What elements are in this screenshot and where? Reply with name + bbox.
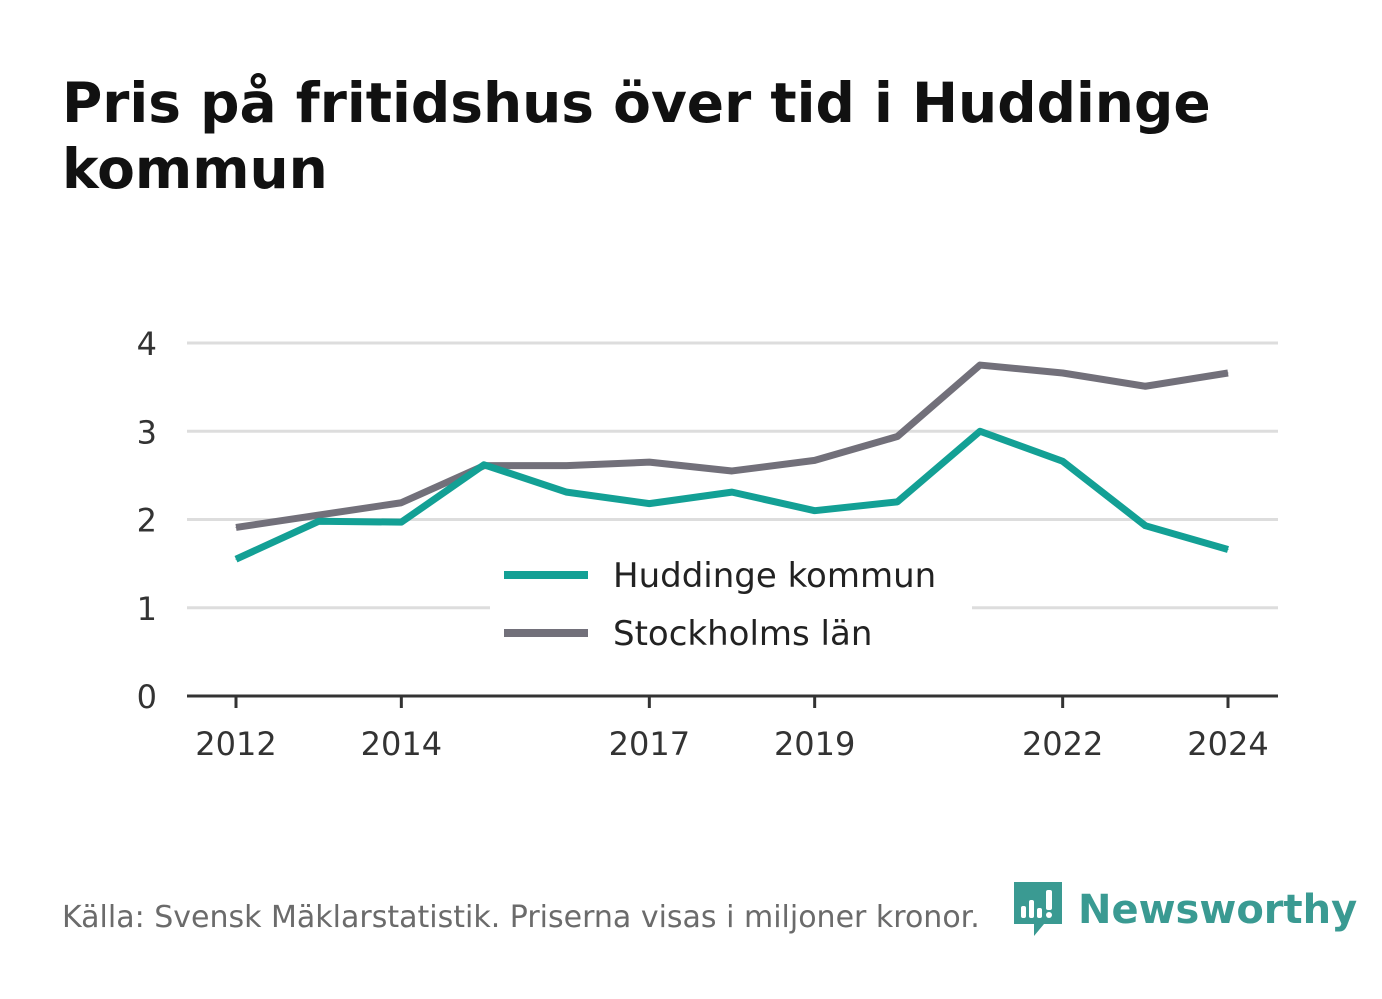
series-line-stockholm [235, 361, 1229, 531]
data-point [1062, 460, 1064, 462]
chart-title: Pris på fritidshus över tid i Huddinge k… [62, 71, 1211, 201]
data-point [1062, 372, 1064, 374]
data-point [318, 520, 320, 522]
data-point [979, 364, 981, 366]
legend-background [490, 545, 972, 663]
legend-label: Huddinge kommun [613, 556, 936, 596]
data-point [731, 470, 733, 472]
data-point [566, 465, 568, 467]
x-tick-label: 2022 [1022, 725, 1103, 763]
x-tick-label: 2024 [1187, 725, 1268, 763]
data-point [566, 491, 568, 493]
data-point [318, 514, 320, 516]
data-point [483, 464, 485, 466]
x-tick-label: 2014 [361, 725, 442, 763]
data-point [235, 526, 237, 528]
x-tick-label: 2017 [609, 725, 690, 763]
data-point [814, 459, 816, 461]
series-lines [234, 361, 1229, 563]
data-point [979, 430, 981, 432]
data-point [648, 503, 650, 505]
data-point [235, 558, 237, 560]
y-tick-label: 3 [137, 413, 157, 451]
y-tick-label: 4 [137, 325, 157, 363]
legend-label: Stockholms län [613, 614, 872, 654]
line-chart: 0 1 2 3 4 2012 2014 2017 2019 2022 2024 Huddinge … [137, 325, 1278, 763]
newsworthy-logo-icon [1014, 882, 1062, 936]
data-point [896, 436, 898, 438]
data-point [896, 501, 898, 503]
data-point [814, 510, 816, 512]
legend: Huddinge kommun Stockholms län [490, 545, 972, 663]
brand-name: Newsworthy [1078, 887, 1358, 933]
y-tick-label: 1 [137, 590, 157, 628]
series-points [235, 430, 1229, 560]
series-line-huddinge [234, 427, 1229, 563]
data-point [400, 502, 402, 504]
data-point [1227, 372, 1229, 374]
data-point [1227, 549, 1229, 551]
brand-logo: Newsworthy [1012, 880, 1357, 940]
y-tick-label: 2 [137, 502, 157, 540]
y-axis-ticks: 0 1 2 3 4 [137, 325, 157, 716]
y-tick-label: 0 [137, 678, 157, 716]
data-point [400, 521, 402, 523]
data-point [1144, 385, 1146, 387]
data-point [648, 461, 650, 463]
x-axis-ticks: 2012 2014 2017 2019 2022 2024 [195, 696, 1269, 763]
x-tick-label: 2012 [195, 725, 276, 763]
data-point [1144, 525, 1146, 527]
x-tick-label: 2019 [774, 725, 855, 763]
data-point [731, 491, 733, 493]
source-note: Källa: Svensk Mäklarstatistik. Priserna … [62, 900, 980, 935]
